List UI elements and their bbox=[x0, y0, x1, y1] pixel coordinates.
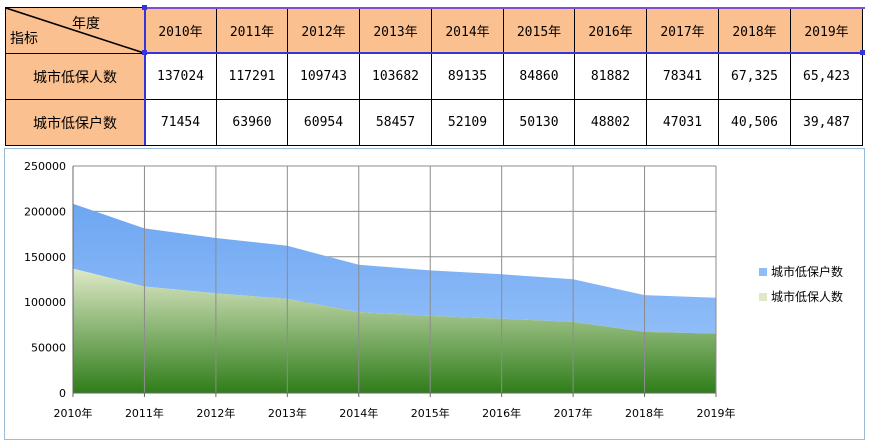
table-cell[interactable]: 65,423 bbox=[790, 53, 863, 100]
chart-area[interactable]: 0 50000 100000 150000 200000 250000 2010年 2011年… bbox=[4, 148, 865, 440]
table-cell[interactable]: 39,487 bbox=[790, 99, 863, 146]
area-chart: 0 50000 100000 150000 200000 250000 2010年 2011年… bbox=[24, 160, 843, 420]
y-tick-label: 250000 bbox=[24, 160, 66, 173]
table-cell[interactable]: 50130 bbox=[503, 99, 575, 146]
table-cell[interactable]: 89135 bbox=[431, 53, 504, 100]
x-tick-label: 2016年 bbox=[482, 406, 521, 420]
table-cell[interactable]: 117291 bbox=[216, 53, 288, 100]
x-tick-label: 2018年 bbox=[625, 406, 664, 420]
row-label[interactable]: 城市低保人数 bbox=[5, 53, 145, 100]
table-cell[interactable]: 78341 bbox=[646, 53, 719, 100]
row-label[interactable]: 城市低保户数 bbox=[5, 99, 145, 146]
table-cell[interactable]: 48802 bbox=[574, 99, 647, 146]
y-tick-label: 0 bbox=[59, 387, 66, 400]
selection-handle[interactable] bbox=[142, 50, 147, 55]
table-cell[interactable]: 71454 bbox=[144, 99, 217, 146]
area-series-households[interactable] bbox=[73, 203, 716, 334]
selection-border-bottom bbox=[145, 52, 865, 54]
y-tick-label: 50000 bbox=[31, 342, 66, 355]
year-header[interactable]: 2012年 bbox=[287, 7, 360, 54]
table-cell[interactable]: 52109 bbox=[431, 99, 504, 146]
legend-swatch[interactable] bbox=[759, 293, 767, 301]
y-tick-label: 150000 bbox=[24, 251, 66, 264]
year-header[interactable]: 2015年 bbox=[503, 7, 575, 54]
y-tick-label: 200000 bbox=[24, 205, 66, 218]
areas bbox=[73, 203, 716, 393]
year-header[interactable]: 2019年 bbox=[790, 7, 863, 54]
y-tick-label: 100000 bbox=[24, 296, 66, 309]
data-table: 年度 指标 2010年 2011年 2012年 2013年 2014年 2015… bbox=[5, 7, 863, 146]
table-row: 城市低保户数 71454 63960 60954 58457 52109 501… bbox=[5, 99, 863, 146]
selection-border-top bbox=[145, 7, 865, 9]
year-header[interactable]: 2018年 bbox=[718, 7, 791, 54]
table-cell[interactable]: 103682 bbox=[359, 53, 432, 100]
area-series-persons[interactable] bbox=[73, 268, 716, 393]
legend-label[interactable]: 城市低保户数 bbox=[771, 264, 843, 279]
selection-handle[interactable] bbox=[860, 50, 865, 55]
x-tick-label: 2017年 bbox=[554, 406, 593, 420]
x-tick-label: 2015年 bbox=[411, 406, 450, 420]
header-row: 年度 指标 2010年 2011年 2012年 2013年 2014年 2015… bbox=[5, 7, 863, 54]
table-cell[interactable]: 84860 bbox=[503, 53, 575, 100]
diagonal-divider bbox=[6, 8, 144, 53]
x-tick-label: 2014年 bbox=[339, 406, 378, 420]
table-cell[interactable]: 109743 bbox=[287, 53, 360, 100]
table-cell[interactable]: 60954 bbox=[287, 99, 360, 146]
corner-indicator-label: 指标 bbox=[10, 31, 38, 47]
x-tick-label: 2012年 bbox=[196, 406, 235, 420]
corner-cell[interactable]: 年度 指标 bbox=[5, 7, 145, 54]
x-tick-label: 2013年 bbox=[268, 406, 307, 420]
table-cell[interactable]: 67,325 bbox=[718, 53, 791, 100]
table-cell[interactable]: 63960 bbox=[216, 99, 288, 146]
year-header[interactable]: 2017年 bbox=[646, 7, 719, 54]
x-tick-label: 2010年 bbox=[54, 406, 93, 420]
selection-border-left bbox=[144, 7, 146, 145]
year-header[interactable]: 2013年 bbox=[359, 7, 432, 54]
table-cell[interactable]: 137024 bbox=[144, 53, 217, 100]
year-header[interactable]: 2011年 bbox=[216, 7, 288, 54]
year-header[interactable]: 2010年 bbox=[144, 7, 217, 54]
year-header[interactable]: 2016年 bbox=[574, 7, 647, 54]
table-cell[interactable]: 58457 bbox=[359, 99, 432, 146]
legend-swatch[interactable] bbox=[759, 268, 767, 276]
legend-label[interactable]: 城市低保人数 bbox=[771, 289, 843, 304]
table-cell[interactable]: 47031 bbox=[646, 99, 719, 146]
year-header[interactable]: 2014年 bbox=[431, 7, 504, 54]
x-tick-label: 2019年 bbox=[697, 406, 736, 420]
table-cell[interactable]: 81882 bbox=[574, 53, 647, 100]
selection-handle[interactable] bbox=[142, 5, 147, 10]
axes: 0 50000 100000 150000 200000 250000 2010年 2011年… bbox=[24, 160, 736, 420]
table-row: 城市低保人数 137024 117291 109743 103682 89135… bbox=[5, 53, 863, 100]
x-tick-label: 2011年 bbox=[125, 406, 164, 420]
table-cell[interactable]: 40,506 bbox=[718, 99, 791, 146]
corner-year-label: 年度 bbox=[72, 16, 100, 32]
